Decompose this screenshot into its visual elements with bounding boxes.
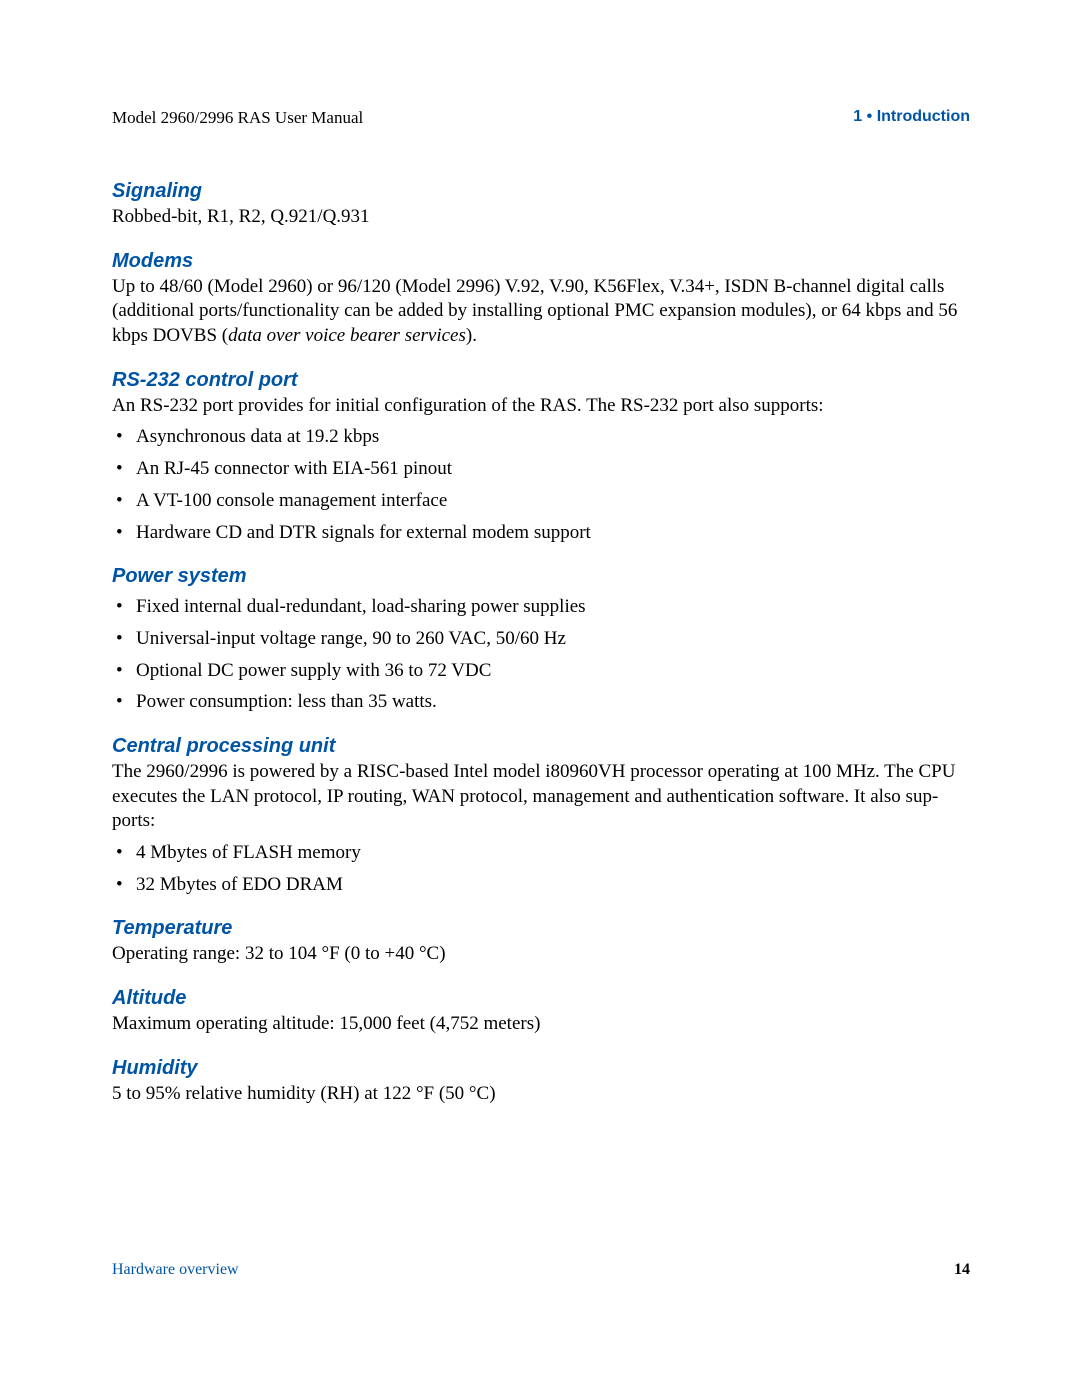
modems-text-italic: data over voice bearer services: [228, 325, 466, 346]
list-power: Fixed internal dual-redundant, load-shar…: [112, 595, 970, 715]
list-item: Universal-input voltage range, 90 to 260…: [112, 627, 970, 652]
footer-page-number: 14: [954, 1261, 970, 1279]
intro-rs232: An RS-232 port provides for initial conf…: [112, 394, 970, 419]
list-item: Power consumption: less than 35 watts.: [112, 690, 970, 715]
heading-power: Power system: [112, 565, 970, 588]
heading-signaling: Signaling: [112, 180, 970, 203]
page-content: Model 2960/2996 RAS User Manual 1 • Intr…: [0, 0, 1080, 1166]
heading-rs232: RS-232 control port: [112, 369, 970, 392]
header-chapter: 1 • Introduction: [853, 108, 970, 128]
list-item: Asynchronous data at 19.2 kbps: [112, 425, 970, 450]
footer-section-name: Hardware overview: [112, 1261, 239, 1279]
list-rs232: Asynchronous data at 19.2 kbps An RJ-45 …: [112, 425, 970, 545]
header-manual-title: Model 2960/2996 RAS User Manual: [112, 108, 363, 128]
page-footer: Hardware overview 14: [112, 1261, 970, 1279]
list-item: 4 Mbytes of FLASH memory: [112, 841, 970, 866]
list-cpu: 4 Mbytes of FLASH memory 32 Mbytes of ED…: [112, 841, 970, 897]
list-item: An RJ-45 connector with EIA-561 pinout: [112, 457, 970, 482]
page-header: Model 2960/2996 RAS User Manual 1 • Intr…: [112, 108, 970, 128]
body-altitude: Maximum operating altitude: 15,000 feet …: [112, 1012, 970, 1037]
list-item: Hardware CD and DTR signals for external…: [112, 521, 970, 546]
heading-humidity: Humidity: [112, 1057, 970, 1080]
body-signaling: Robbed-bit, R1, R2, Q.921/Q.931: [112, 205, 970, 230]
intro-cpu: The 2960/2996 is powered by a RISC-based…: [112, 760, 970, 834]
body-humidity: 5 to 95% relative humidity (RH) at 122 °…: [112, 1082, 970, 1107]
body-temperature: Operating range: 32 to 104 °F (0 to +40 …: [112, 942, 970, 967]
list-item: 32 Mbytes of EDO DRAM: [112, 873, 970, 898]
list-item: Optional DC power supply with 36 to 72 V…: [112, 659, 970, 684]
list-item: Fixed internal dual-redundant, load-shar…: [112, 595, 970, 620]
list-item: A VT-100 console management interface: [112, 489, 970, 514]
heading-temperature: Temperature: [112, 917, 970, 940]
body-modems: Up to 48/60 (Model 2960) or 96/120 (Mode…: [112, 275, 970, 349]
modems-text-post: ).: [466, 325, 477, 346]
heading-cpu: Central processing unit: [112, 735, 970, 758]
heading-modems: Modems: [112, 250, 970, 273]
heading-altitude: Altitude: [112, 987, 970, 1010]
